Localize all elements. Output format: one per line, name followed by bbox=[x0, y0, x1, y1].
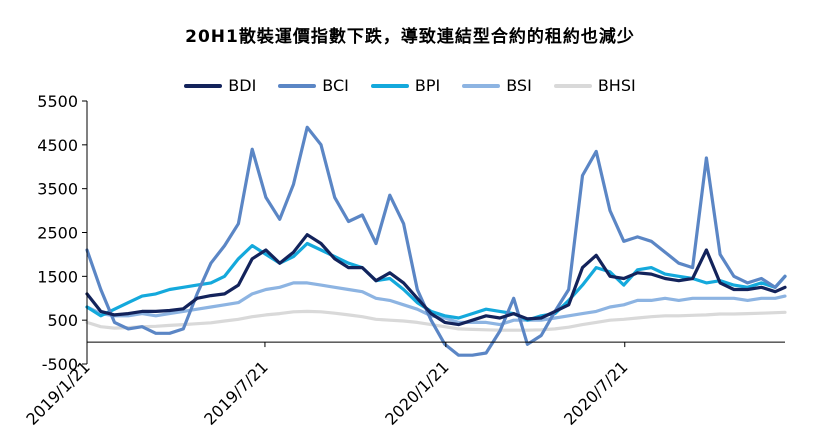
series-line-bpi bbox=[85, 241, 787, 322]
legend-label: BHSI bbox=[597, 76, 636, 95]
legend-swatch bbox=[462, 83, 501, 88]
legend-label: BPI bbox=[414, 76, 441, 95]
legend-label: BDI bbox=[228, 76, 257, 95]
chart-title: 20H1散裝運價指數下跌，導致連結型合約的租約也減少 bbox=[185, 27, 635, 47]
legend-swatch bbox=[278, 83, 317, 88]
series-line-bhsi bbox=[85, 309, 787, 332]
y-tick-label: -500 bbox=[42, 355, 78, 374]
legend-swatch bbox=[370, 83, 409, 88]
y-tick-label: 2500 bbox=[37, 224, 78, 243]
chart-legend: BDI BCI BPI BSI BHSI bbox=[0, 76, 820, 95]
legend-item-bsi: BSI bbox=[462, 76, 532, 95]
series-layer bbox=[85, 125, 787, 357]
legend-swatch bbox=[184, 83, 223, 88]
y-tick-label: 1500 bbox=[37, 267, 78, 286]
legend-item-bhsi: BHSI bbox=[553, 76, 636, 95]
x-tick-label: 2020/7/21 bbox=[560, 357, 631, 428]
y-tick-label: 3500 bbox=[37, 180, 78, 199]
legend-label: BCI bbox=[322, 76, 349, 95]
legend-swatch bbox=[553, 83, 592, 88]
legend-item-bci: BCI bbox=[278, 76, 349, 95]
x-tick-label: 2019/7/21 bbox=[200, 357, 271, 428]
legend-item-bpi: BPI bbox=[370, 76, 441, 95]
y-tick-label: 500 bbox=[47, 311, 78, 330]
y-tick-label: 5500 bbox=[37, 92, 78, 111]
series-line-bdi bbox=[85, 233, 787, 327]
legend-label: BSI bbox=[506, 76, 532, 95]
y-tick-label: 4500 bbox=[37, 136, 78, 155]
x-tick-label: 2020/1/21 bbox=[381, 357, 452, 428]
legend-item-bdi: BDI bbox=[184, 76, 256, 95]
series-line-bci bbox=[85, 125, 787, 357]
